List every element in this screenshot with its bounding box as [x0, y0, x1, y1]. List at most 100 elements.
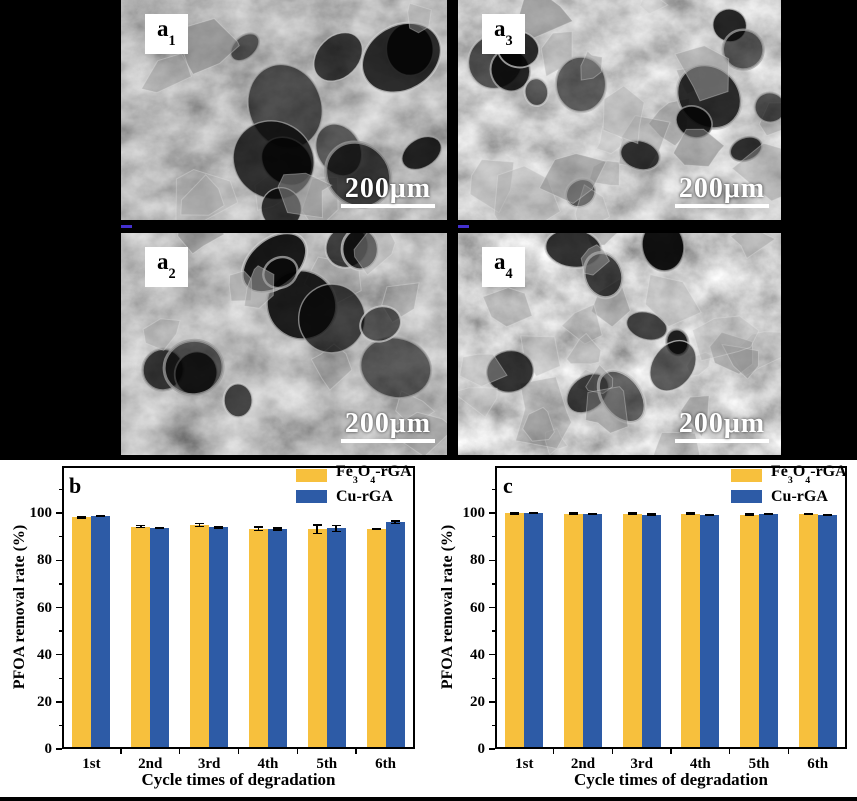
y-tick-mark: [56, 653, 62, 656]
x-tick-label: 4th: [689, 756, 711, 772]
y-tick-mark: [489, 653, 495, 656]
error-bar-cap: [646, 514, 656, 516]
x-tick-label: 2nd: [138, 756, 163, 772]
error-bar-line: [257, 526, 260, 532]
panel-letter-c: c: [503, 473, 513, 498]
legend-row: Cu-rGA: [731, 487, 847, 505]
y-tick-label: 0: [477, 741, 486, 757]
bar-Cu-rGA-1st: [524, 513, 544, 749]
x-tick-label: 5th: [316, 756, 338, 772]
sem-label-a1: a1: [145, 14, 188, 54]
legend-label: Cu-rGA: [771, 487, 828, 505]
y-tick-mark: [56, 606, 62, 609]
sem-micrograph-a2: [121, 233, 447, 455]
x-tick-label: 1st: [515, 756, 534, 772]
bar-Fe3O4-rGA-5th: [740, 514, 759, 749]
error-bar-line: [276, 526, 279, 531]
y-tick-mark: [489, 606, 495, 609]
error-bar-cap: [136, 524, 146, 527]
x-tick-mark: [552, 749, 555, 754]
bar-Cu-rGA-5th: [326, 528, 346, 749]
error-bar: [96, 514, 106, 517]
legend-label: Cu-rGA: [336, 487, 393, 505]
bar-Cu-rGA-4th: [267, 528, 287, 749]
y-tick-mark: [489, 559, 495, 562]
sem-micrograph-a1: [121, 0, 447, 220]
error-bar-cap: [371, 528, 381, 531]
error-bar-cap: [745, 514, 754, 516]
x-tick-label: 3rd: [630, 756, 653, 772]
bar-Fe3O4-rGA-4th: [681, 513, 701, 749]
axis-frame: [495, 466, 847, 749]
error-bar-line: [335, 524, 338, 533]
error-bar-cap: [272, 526, 282, 529]
y-minor-tick-mark: [58, 583, 62, 585]
y-tick-mark: [489, 748, 495, 750]
legend-b: Fe3O4-rGA Cu-rGA: [296, 464, 412, 511]
y-minor-tick-mark: [491, 583, 495, 585]
error-bar-cap: [96, 515, 106, 517]
error-bar: [686, 512, 696, 515]
error-bar-cap: [195, 525, 205, 528]
error-bar-cap: [136, 526, 146, 529]
scale-bar-text: 200μm: [344, 173, 432, 204]
error-bar: [195, 522, 205, 528]
error-bar: [705, 513, 715, 517]
y-tick-label: 20: [470, 693, 485, 710]
sem-label-a3: a3: [482, 14, 525, 54]
bar-Fe3O4-rGA-1st: [505, 513, 525, 749]
x-axis-label: Cycle times of degradation: [141, 770, 336, 789]
y-tick-label: 100: [29, 505, 53, 522]
y-minor-tick-mark: [491, 536, 495, 538]
error-bar: [312, 524, 322, 535]
x-tick-mark: [787, 749, 790, 754]
scale-bar-text: 200μm: [344, 408, 432, 439]
bar-Cu-rGA-2nd: [583, 513, 602, 749]
x-tick-label: 2nd: [570, 756, 596, 772]
error-bar-cap: [529, 512, 539, 515]
error-bar-cap: [77, 516, 87, 519]
y-tick-mark: [489, 701, 495, 703]
y-tick-label: 40: [470, 646, 485, 663]
artifact: [458, 225, 469, 228]
error-bar-cap: [253, 526, 263, 528]
error-bar-line: [316, 524, 319, 535]
bar-Fe3O4-rGA-3rd: [190, 524, 210, 749]
y-tick-mark: [56, 701, 62, 703]
error-bar-cap: [705, 514, 715, 517]
error-bar: [272, 526, 282, 531]
legend-row: Cu-rGA: [296, 487, 412, 505]
y-minor-tick-mark: [58, 724, 62, 726]
legend-swatch: [296, 490, 327, 503]
y-axis-label: PFOA removal rate (%): [439, 524, 456, 690]
error-bar-cap: [331, 524, 341, 527]
x-tick-mark: [296, 749, 299, 754]
error-bar: [803, 512, 813, 516]
error-bar-cap: [803, 513, 813, 516]
error-bar-cap: [155, 527, 165, 529]
x-tick-label: 4th: [257, 756, 279, 772]
bar-Cu-rGA-1st: [91, 515, 111, 749]
bar-Cu-rGA-6th: [817, 515, 837, 749]
x-tick-mark: [355, 749, 357, 754]
sem-micrograph-a3: [458, 0, 781, 220]
bar-Fe3O4-rGA-6th: [798, 513, 818, 749]
y-minor-tick-mark: [58, 488, 62, 491]
bar-Fe3O4-rGA-5th: [307, 529, 327, 749]
error-bar: [646, 513, 656, 516]
axis-frame: [62, 466, 415, 749]
scale-bar-line: [341, 204, 435, 208]
bar-Fe3O4-rGA-2nd: [564, 513, 583, 749]
y-tick-label: 0: [44, 741, 53, 757]
error-bar-cap: [272, 528, 282, 531]
scale-bar-line: [675, 204, 769, 208]
error-bar-cap: [686, 513, 696, 515]
scale-bar-a3: 200μm: [675, 175, 769, 208]
sem-label-a4: a4: [482, 247, 525, 287]
bar-Fe3O4-rGA-1st: [72, 517, 92, 749]
x-tick-mark: [237, 749, 240, 754]
error-bar-line: [139, 524, 142, 529]
bar-Cu-rGA-5th: [759, 514, 778, 749]
error-bar-cap: [627, 513, 637, 515]
error-bar: [371, 527, 381, 531]
